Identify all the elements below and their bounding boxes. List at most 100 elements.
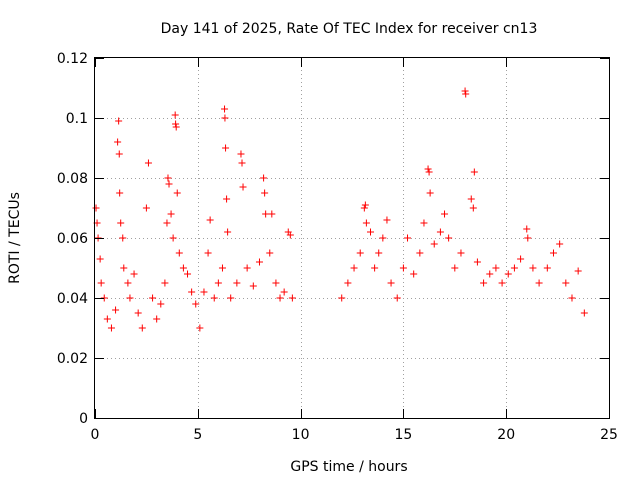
- data-point: [361, 201, 369, 209]
- data-point: [165, 180, 173, 188]
- data-point: [124, 279, 132, 287]
- data-point: [164, 174, 172, 182]
- data-point: [221, 105, 229, 113]
- data-point: [470, 168, 478, 176]
- data-point: [149, 294, 157, 302]
- data-point: [196, 324, 204, 332]
- data-point: [272, 279, 280, 287]
- data-point: [266, 249, 274, 257]
- data-point: [169, 234, 177, 242]
- data-point: [172, 120, 180, 128]
- data-point: [114, 138, 122, 146]
- data-point: [556, 240, 564, 248]
- data-point: [238, 159, 246, 167]
- y-tick-label: 0.02: [57, 351, 88, 367]
- data-point: [399, 264, 407, 272]
- data-point: [188, 288, 196, 296]
- y-axis-label: ROTI / TECUs: [7, 192, 23, 284]
- data-point: [425, 168, 433, 176]
- data-point: [568, 294, 576, 302]
- data-point: [473, 258, 481, 266]
- data-point: [445, 234, 453, 242]
- data-point: [498, 279, 506, 287]
- data-point: [356, 249, 364, 257]
- data-point: [510, 264, 518, 272]
- x-tick-label: 25: [600, 427, 618, 443]
- data-point: [255, 258, 263, 266]
- data-point: [436, 228, 444, 236]
- y-tick-label: 0: [79, 411, 88, 427]
- data-point: [523, 225, 531, 233]
- data-point: [107, 324, 115, 332]
- data-point: [117, 219, 125, 227]
- y-tick-label: 0.04: [57, 291, 88, 307]
- data-point: [126, 294, 134, 302]
- data-point: [115, 150, 123, 158]
- data-point: [112, 306, 120, 314]
- data-point: [426, 189, 434, 197]
- data-point: [222, 144, 230, 152]
- data-point: [97, 279, 105, 287]
- data-point: [96, 255, 104, 263]
- data-point: [360, 204, 368, 212]
- data-point: [535, 279, 543, 287]
- data-point: [480, 279, 488, 287]
- data-point: [144, 159, 152, 167]
- data-point: [184, 270, 192, 278]
- y-tick-label: 0.08: [57, 171, 88, 187]
- data-point: [157, 300, 165, 308]
- data-point: [221, 114, 229, 122]
- data-point: [424, 165, 432, 173]
- data-point: [192, 300, 200, 308]
- data-point: [410, 270, 418, 278]
- data-point: [261, 189, 269, 197]
- data-point: [416, 249, 424, 257]
- data-point: [362, 219, 370, 227]
- data-point: [138, 324, 146, 332]
- data-point: [115, 117, 123, 125]
- data-point: [344, 279, 352, 287]
- x-tick-label: 20: [497, 427, 515, 443]
- plot-frame: [94, 57, 610, 419]
- data-point: [163, 219, 171, 227]
- data-point: [524, 234, 532, 242]
- axis-ticks: 0 0.02 0.04 0.06 0.08 0.1 0.12 0 5 10 15 20 25: [57, 51, 618, 443]
- x-tick-label: 15: [394, 427, 412, 443]
- data-point: [430, 240, 438, 248]
- data-point: [92, 204, 100, 212]
- data-point: [119, 234, 127, 242]
- data-point: [172, 123, 180, 131]
- data-point: [338, 294, 346, 302]
- x-tick-label: 10: [292, 427, 310, 443]
- data-point: [204, 249, 212, 257]
- data-point: [529, 264, 537, 272]
- x-tick-label: 5: [193, 427, 202, 443]
- data-point: [371, 264, 379, 272]
- data-point: [543, 264, 551, 272]
- data-point: [249, 282, 257, 290]
- data-point: [268, 210, 276, 218]
- data-point: [549, 249, 557, 257]
- data-point: [486, 270, 494, 278]
- data-point: [167, 210, 175, 218]
- data-point: [103, 315, 111, 323]
- data-point: [367, 228, 375, 236]
- data-point: [504, 270, 512, 278]
- y-tick-label: 0.12: [57, 51, 88, 67]
- data-point: [420, 219, 428, 227]
- data-point: [243, 264, 251, 272]
- data-point: [451, 264, 459, 272]
- data-point: [462, 90, 470, 98]
- data-point: [175, 249, 183, 257]
- y-tick-label: 0.1: [66, 111, 88, 127]
- x-axis-label: GPS time / hours: [290, 459, 407, 475]
- data-point: [224, 228, 232, 236]
- data-point: [517, 255, 525, 263]
- data-point: [467, 195, 475, 203]
- data-point: [237, 150, 245, 158]
- data-point: [218, 264, 226, 272]
- data-point: [280, 288, 288, 296]
- data-point: [134, 309, 142, 317]
- data-point: [179, 264, 187, 272]
